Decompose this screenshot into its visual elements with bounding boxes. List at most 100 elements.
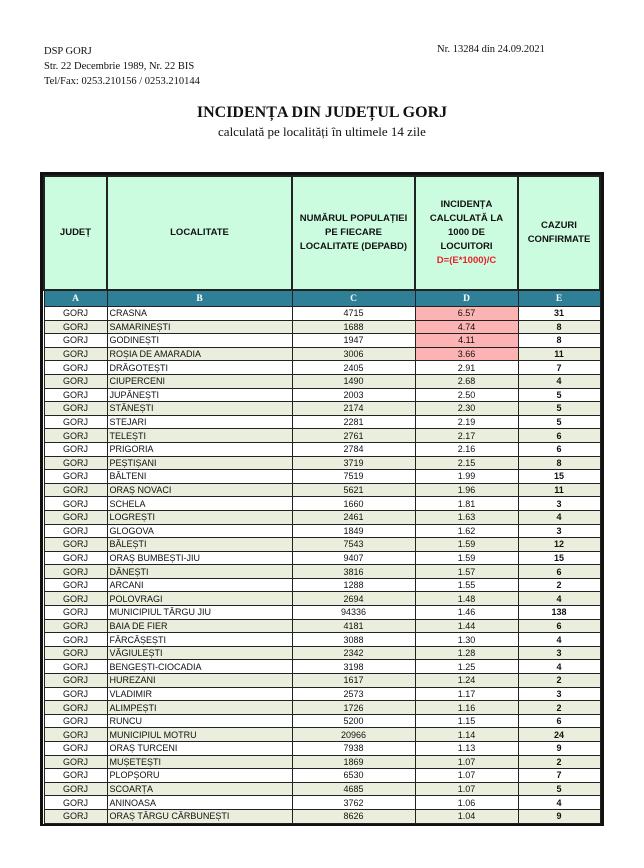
column-header-judet: JUDEȚ — [43, 175, 108, 291]
cell-cases: 4 — [517, 591, 601, 607]
table-row: GORJ CRASNA 4715 6.57 31 — [43, 306, 601, 321]
cell-judet: GORJ — [43, 319, 108, 335]
cell-population: 2342 — [291, 645, 416, 661]
cell-cases: 3 — [517, 645, 601, 661]
page-title: INCIDENȚA DIN JUDEȚUL GORJ — [196, 104, 448, 121]
cell-incidence: 1.57 — [414, 564, 519, 579]
table-row: GORJ TELEȘTI 2761 2.17 6 — [43, 428, 601, 443]
cell-localitate: FĂRCĂȘEȘTI — [106, 632, 293, 647]
cell-localitate: BAIA DE FIER — [106, 618, 293, 634]
cell-population: 2461 — [291, 509, 416, 525]
cell-incidence: 1.06 — [414, 795, 519, 810]
cell-population: 2761 — [291, 428, 416, 443]
cell-incidence: 1.62 — [414, 523, 519, 539]
cell-incidence: 2.15 — [414, 455, 519, 471]
cell-judet: GORJ — [43, 741, 108, 756]
cell-localitate: ALIMPEȘTI — [106, 700, 293, 715]
cell-incidence: 1.48 — [414, 591, 519, 607]
table-row: GORJ ORAȘ BUMBEȘTI-JIU 9407 1.59 15 — [43, 550, 601, 566]
cell-population: 20966 — [291, 727, 416, 742]
cell-population: 2573 — [291, 686, 416, 702]
sender-block: DSP GORJ Str. 22 Decembrie 1989, Nr. 22 … — [44, 44, 200, 89]
table-row: GORJ ANINOASA 3762 1.06 4 — [43, 795, 601, 810]
cell-localitate: DĂNEȘTI — [106, 564, 293, 579]
cell-population: 1688 — [291, 319, 416, 335]
table-row: GORJ GODINEȘTI 1947 4.11 8 — [43, 333, 601, 348]
cell-judet: GORJ — [43, 605, 108, 620]
cell-judet: GORJ — [43, 509, 108, 525]
column-header-incidence: INCIDENȚA CALCULATĂ LA 1000 DE LOCUITORI… — [414, 175, 519, 291]
cell-population: 2784 — [291, 441, 416, 457]
cell-incidence: 1.55 — [414, 577, 519, 593]
cell-localitate: TELEȘTI — [106, 428, 293, 443]
cell-localitate: SAMARINEȘTI — [106, 319, 293, 335]
table-row: GORJ ORAȘ TÂRGU CĂRBUNEȘTI 8626 1.04 9 — [43, 808, 601, 824]
cell-incidence: 2.50 — [414, 387, 519, 403]
cell-judet: GORJ — [43, 360, 108, 375]
cell-localitate: CIUPERCENI — [106, 373, 293, 389]
table-row: GORJ DĂNEȘTI 3816 1.57 6 — [43, 564, 601, 579]
table-row: GORJ LOGREȘTI 2461 1.63 4 — [43, 509, 601, 525]
cell-cases: 138 — [517, 605, 601, 620]
cell-localitate: CRASNA — [106, 306, 293, 321]
cell-cases: 8 — [517, 333, 601, 348]
table-row: GORJ SCOARȚA 4685 1.07 5 — [43, 781, 601, 797]
cell-cases: 6 — [517, 564, 601, 579]
cell-judet: GORJ — [43, 727, 108, 742]
table-row: GORJ VLADIMIR 2573 1.17 3 — [43, 686, 601, 702]
cell-cases: 6 — [517, 618, 601, 634]
document-reference: Nr. 13284 din 24.09.2021 — [437, 44, 545, 55]
cell-cases: 2 — [517, 673, 601, 688]
column-header-population: NUMĂRUL POPULAȚIEI PE FIECARE LOCALITATE… — [291, 175, 416, 291]
table-row: GORJ ARCANI 1288 1.55 2 — [43, 577, 601, 593]
cell-population: 2174 — [291, 401, 416, 416]
cell-judet: GORJ — [43, 401, 108, 416]
cell-population: 1617 — [291, 673, 416, 688]
table-row: GORJ STĂNEȘTI 2174 2.30 5 — [43, 401, 601, 416]
table-row: GORJ RUNCU 5200 1.15 6 — [43, 713, 601, 729]
table-row: GORJ STEJARI 2281 2.19 5 — [43, 414, 601, 430]
table-row: GORJ BAIA DE FIER 4181 1.44 6 — [43, 618, 601, 634]
cell-cases: 4 — [517, 632, 601, 647]
cell-cases: 6 — [517, 441, 601, 457]
cell-cases: 31 — [517, 306, 601, 321]
cell-judet: GORJ — [43, 795, 108, 810]
table-row: GORJ GLOGOVA 1849 1.62 3 — [43, 523, 601, 539]
cell-incidence: 2.16 — [414, 441, 519, 457]
cell-cases: 4 — [517, 509, 601, 525]
cell-judet: GORJ — [43, 550, 108, 566]
cell-population: 3762 — [291, 795, 416, 810]
cell-judet: GORJ — [43, 591, 108, 607]
org-phone: Tel/Fax: 0253.210156 / 0253.210144 — [44, 76, 200, 87]
cell-population: 9407 — [291, 550, 416, 566]
cell-localitate: PEȘTIȘANI — [106, 455, 293, 471]
cell-cases: 6 — [517, 428, 601, 443]
cell-population: 3198 — [291, 659, 416, 675]
cell-incidence: 2.19 — [414, 414, 519, 430]
cell-judet: GORJ — [43, 306, 108, 321]
cell-cases: 2 — [517, 754, 601, 770]
cell-judet: GORJ — [43, 428, 108, 443]
cell-localitate: STEJARI — [106, 414, 293, 430]
cell-judet: GORJ — [43, 659, 108, 675]
cell-population: 2694 — [291, 591, 416, 607]
cell-localitate: BENGEȘTI-CIOCADIA — [106, 659, 293, 675]
cell-incidence: 4.74 — [414, 319, 519, 335]
table-row: GORJ ALIMPEȘTI 1726 1.16 2 — [43, 700, 601, 715]
cell-incidence: 1.59 — [414, 537, 519, 552]
cell-localitate: VLADIMIR — [106, 686, 293, 702]
cell-population: 2003 — [291, 387, 416, 403]
cell-incidence: 1.13 — [414, 741, 519, 756]
cell-cases: 5 — [517, 387, 601, 403]
cell-localitate: MUNICIPIUL MOTRU — [106, 727, 293, 742]
table-row: GORJ VĂGIULEȘTI 2342 1.28 3 — [43, 645, 601, 661]
cell-cases: 5 — [517, 781, 601, 797]
cell-cases: 7 — [517, 360, 601, 375]
cell-incidence: 1.16 — [414, 700, 519, 715]
column-letter-a: A — [43, 289, 108, 307]
cell-cases: 11 — [517, 346, 601, 362]
incidence-table: JUDEȚ LOCALITATE NUMĂRUL POPULAȚIEI PE F… — [40, 172, 604, 826]
cell-incidence: 1.17 — [414, 686, 519, 702]
cell-localitate: DRĂGOTEȘTI — [106, 360, 293, 375]
cell-population: 4181 — [291, 618, 416, 634]
